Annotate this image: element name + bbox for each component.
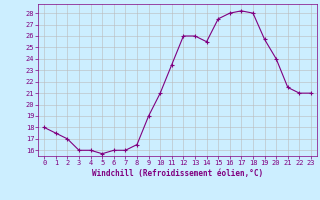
X-axis label: Windchill (Refroidissement éolien,°C): Windchill (Refroidissement éolien,°C) bbox=[92, 169, 263, 178]
